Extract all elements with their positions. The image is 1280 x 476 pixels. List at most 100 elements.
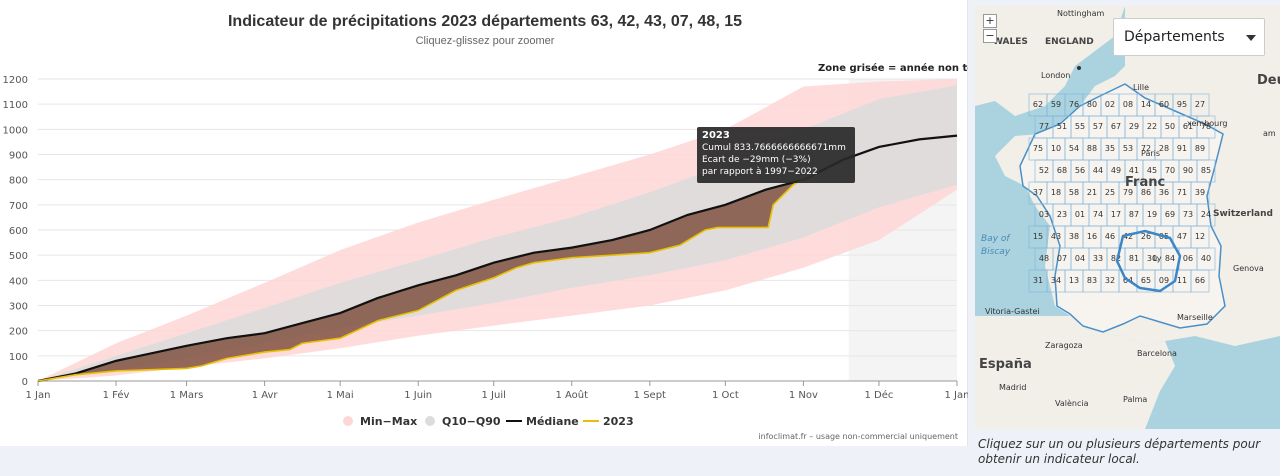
department-number[interactable]: 41 [1129,166,1139,175]
department-number[interactable]: 04 [1075,254,1085,263]
department-number[interactable]: 42 [1123,232,1133,241]
zoom-out-button[interactable]: − [983,29,997,43]
department-number[interactable]: 87 [1129,210,1139,219]
department-number[interactable]: 06 [1183,254,1193,263]
department-number[interactable]: 24 [1201,210,1211,219]
legend-item-q10q90[interactable]: Q10−Q90 [425,415,501,428]
department-number[interactable]: 07 [1057,254,1067,263]
department-number[interactable]: 03 [1039,210,1049,219]
legend-item-median[interactable]: Médiane [506,415,579,428]
department-number[interactable]: 21 [1087,188,1097,197]
department-number[interactable]: 85 [1201,166,1211,175]
department-number[interactable]: 91 [1177,144,1187,153]
department-number[interactable]: 13 [1069,276,1079,285]
department-number[interactable]: 17 [1111,210,1121,219]
department-number[interactable]: 83 [1087,276,1097,285]
department-number[interactable]: 69 [1165,210,1175,219]
department-number[interactable]: 37 [1033,188,1043,197]
department-number[interactable]: 22 [1147,122,1157,131]
department-number[interactable]: 54 [1069,144,1079,153]
department-number[interactable]: 43 [1051,232,1061,241]
department-number[interactable]: 90 [1183,166,1193,175]
department-number[interactable]: 74 [1093,210,1103,219]
department-number[interactable]: 18 [1051,188,1061,197]
department-number[interactable]: 45 [1147,166,1157,175]
department-number[interactable]: 14 [1141,100,1151,109]
department-number[interactable]: 66 [1195,276,1205,285]
department-number[interactable]: 29 [1129,122,1139,131]
department-number[interactable]: 15 [1033,232,1043,241]
department-number[interactable]: 58 [1069,188,1079,197]
department-number[interactable]: 36 [1159,188,1169,197]
department-number[interactable]: 53 [1123,144,1133,153]
department-number[interactable]: 89 [1195,144,1205,153]
selected-departments[interactable] [1115,229,1182,293]
department-number[interactable]: 88 [1087,144,1097,153]
department-number[interactable]: 11 [1177,276,1187,285]
department-number[interactable]: 67 [1111,122,1121,131]
department-number[interactable]: 59 [1051,100,1061,109]
department-number[interactable]: 75 [1033,144,1043,153]
map-svg[interactable]: 62 59 76 80 02 08 14 60 95 27 77 51 55 57 67 29 22 50 61 78… [975,6,1280,429]
department-number[interactable]: 80 [1087,100,1097,109]
department-number[interactable]: 73 [1183,210,1193,219]
department-number[interactable]: 23 [1057,210,1067,219]
department-number[interactable]: 09 [1159,276,1169,285]
department-number[interactable]: 57 [1093,122,1103,131]
department-number[interactable]: 61 [1183,122,1193,131]
department-number[interactable]: 16 [1087,232,1097,241]
department-number[interactable]: 82 [1111,254,1121,263]
department-number[interactable]: 26 [1141,232,1151,241]
department-number[interactable]: 72 [1141,144,1151,153]
department-number[interactable]: 39 [1195,188,1205,197]
department-number[interactable]: 25 [1105,188,1115,197]
department-number[interactable]: 32 [1105,276,1115,285]
department-number[interactable]: 51 [1057,122,1067,131]
department-grid[interactable]: 62 59 76 80 02 08 14 60 95 27 77 51 55 57 67 29 22 50 61 78… [1028,93,1216,293]
legend-item-2023[interactable]: 2023 [583,415,634,428]
department-number[interactable]: 47 [1177,232,1187,241]
department-number[interactable]: 10 [1051,144,1061,153]
department-number[interactable]: 35 [1105,144,1115,153]
department-number[interactable]: 70 [1165,166,1175,175]
department-number[interactable]: 33 [1093,254,1103,263]
department-number[interactable]: 34 [1051,276,1061,285]
department-number[interactable]: 48 [1039,254,1049,263]
department-number[interactable]: 62 [1033,100,1043,109]
department-number[interactable]: 81 [1129,254,1139,263]
zoom-in-button[interactable]: + [983,14,997,28]
department-number[interactable]: 08 [1123,100,1133,109]
department-number[interactable]: 49 [1111,166,1121,175]
department-number[interactable]: 12 [1195,232,1205,241]
department-number[interactable]: 19 [1147,210,1157,219]
department-number[interactable]: 65 [1141,276,1151,285]
department-shape[interactable] [1190,269,1210,293]
department-number[interactable]: 02 [1105,100,1115,109]
department-number[interactable]: 52 [1039,166,1049,175]
department-number[interactable]: 77 [1039,122,1049,131]
department-number[interactable]: 31 [1033,276,1043,285]
department-number[interactable]: 60 [1159,100,1169,109]
department-number[interactable]: 44 [1093,166,1103,175]
department-number[interactable]: 79 [1123,188,1133,197]
department-number[interactable]: 84 [1165,254,1175,263]
department-number[interactable]: 30 [1147,254,1157,263]
department-number[interactable]: 01 [1075,210,1085,219]
department-number[interactable]: 46 [1105,232,1115,241]
department-number[interactable]: 78 [1201,122,1211,131]
department-number[interactable]: 86 [1141,188,1151,197]
department-number[interactable]: 95 [1177,100,1187,109]
department-number[interactable]: 56 [1075,166,1085,175]
legend-item-minmax[interactable]: Min−Max [343,415,417,428]
department-number[interactable]: 76 [1069,100,1079,109]
department-number[interactable]: 27 [1195,100,1205,109]
department-number[interactable]: 40 [1201,254,1211,263]
department-number[interactable]: 28 [1159,144,1169,153]
chart-svg[interactable]: Indicateur de précipitations 2023 départ… [0,0,968,446]
department-number[interactable]: 68 [1057,166,1067,175]
departements-select[interactable]: Départements [1113,18,1265,56]
department-number[interactable]: 50 [1165,122,1175,131]
map-panel[interactable]: 62 59 76 80 02 08 14 60 95 27 77 51 55 57 67 29 22 50 61 78… [975,6,1280,429]
department-number[interactable]: 38 [1069,232,1079,241]
department-number[interactable]: 55 [1075,122,1085,131]
